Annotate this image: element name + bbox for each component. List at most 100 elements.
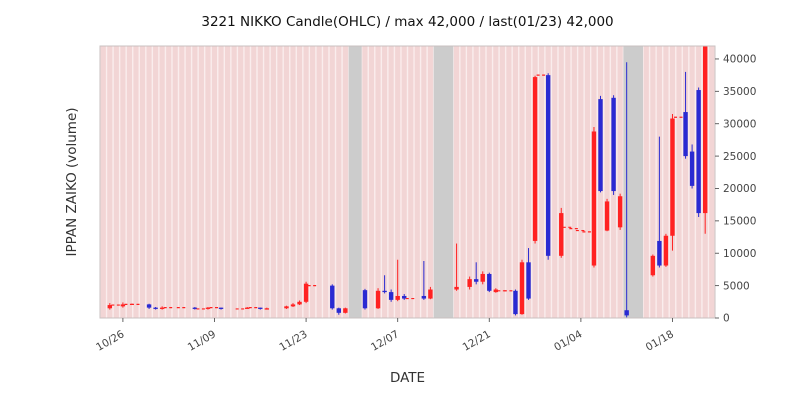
candle-body [689, 151, 695, 186]
day-stripe [139, 46, 146, 318]
day-stripe [427, 46, 433, 318]
day-stripe [473, 46, 479, 318]
candle-body [159, 307, 165, 309]
day-stripe [277, 46, 283, 318]
day-stripe [506, 46, 512, 318]
day-stripe [414, 46, 420, 318]
day-stripe [571, 46, 577, 318]
day-stripe [238, 46, 244, 318]
day-stripe [113, 46, 119, 318]
candle-body [670, 118, 675, 236]
day-stripe [539, 46, 545, 318]
candle-body [480, 273, 485, 282]
day-stripe [100, 46, 106, 318]
day-stripe [185, 46, 191, 318]
candle-body [218, 307, 224, 309]
day-stripe [584, 46, 590, 318]
candle-body [526, 262, 531, 299]
day-stripe [133, 46, 139, 318]
day-stripe [159, 46, 165, 318]
candle-body [702, 46, 708, 214]
day-stripe [336, 46, 342, 318]
candle-body [513, 290, 518, 315]
day-stripe [460, 46, 466, 318]
plot-border [99, 45, 716, 319]
plot-background [100, 46, 715, 318]
day-stripe [198, 46, 204, 318]
day-stripe [565, 46, 571, 318]
candle-body [454, 286, 459, 290]
day-stripe [179, 46, 185, 318]
candle-body [473, 279, 479, 282]
day-stripe [283, 46, 290, 318]
day-stripe [558, 46, 564, 318]
day-stripe [264, 46, 270, 318]
day-stripe [303, 46, 309, 318]
day-stripe [166, 46, 172, 318]
candle-body [388, 292, 394, 300]
y-tick-label: 10000 [723, 248, 756, 260]
day-stripe [617, 46, 623, 318]
candle-body [146, 304, 152, 308]
y-tick-label: 30000 [723, 118, 756, 130]
candle-body [362, 290, 368, 309]
day-stripe [368, 46, 375, 318]
day-stripe [552, 46, 558, 318]
day-stripe [257, 46, 263, 318]
day-stripe [493, 46, 499, 318]
day-stripe [211, 46, 218, 318]
day-stripe [296, 46, 303, 318]
day-stripe [231, 46, 237, 318]
candle-body [343, 308, 348, 313]
x-tick-label: 12/21 [461, 328, 493, 354]
no-data-band [348, 46, 362, 318]
candle-body [258, 307, 263, 309]
day-stripe [663, 46, 669, 318]
no-data-band [433, 46, 454, 318]
day-stripe [499, 46, 505, 318]
day-stripe [676, 46, 682, 318]
day-stripe [453, 46, 460, 318]
day-stripe [512, 46, 519, 318]
candle-body [487, 273, 492, 291]
candle-body [290, 304, 296, 307]
day-stripe [408, 46, 414, 318]
candle-body [683, 112, 688, 157]
day-stripe [172, 46, 178, 318]
day-stripe [270, 46, 276, 318]
day-stripe [682, 46, 689, 318]
day-stripe [362, 46, 368, 318]
y-tick-label: 5000 [723, 280, 750, 292]
x-tick-label: 12/07 [369, 328, 401, 354]
candle-body [428, 289, 433, 299]
x-axis-title: DATE [389, 370, 426, 386]
candle-body [336, 308, 342, 313]
candle-body [650, 255, 656, 276]
candle-body [519, 262, 525, 315]
day-stripe [290, 46, 296, 318]
day-stripe [310, 46, 316, 318]
day-stripe [643, 46, 649, 318]
day-stripe [225, 46, 231, 318]
candle-body [663, 235, 669, 266]
day-stripe [709, 46, 715, 318]
day-stripe [401, 46, 407, 318]
day-stripe [120, 46, 126, 318]
day-stripe [218, 46, 224, 318]
day-stripe [421, 46, 427, 318]
candle-body [624, 310, 629, 316]
day-stripe [244, 46, 250, 318]
day-stripe [107, 46, 113, 318]
candle-body [205, 307, 211, 309]
day-stripe [342, 46, 348, 318]
y-tick-label: 15000 [723, 216, 756, 228]
candle-body [559, 213, 564, 256]
day-stripe [578, 46, 584, 318]
day-stripe [146, 46, 152, 318]
candle-body [421, 295, 427, 299]
candle-body [297, 301, 302, 305]
day-stripe [395, 46, 401, 318]
day-stripe [480, 46, 486, 318]
candle-body [330, 285, 335, 309]
